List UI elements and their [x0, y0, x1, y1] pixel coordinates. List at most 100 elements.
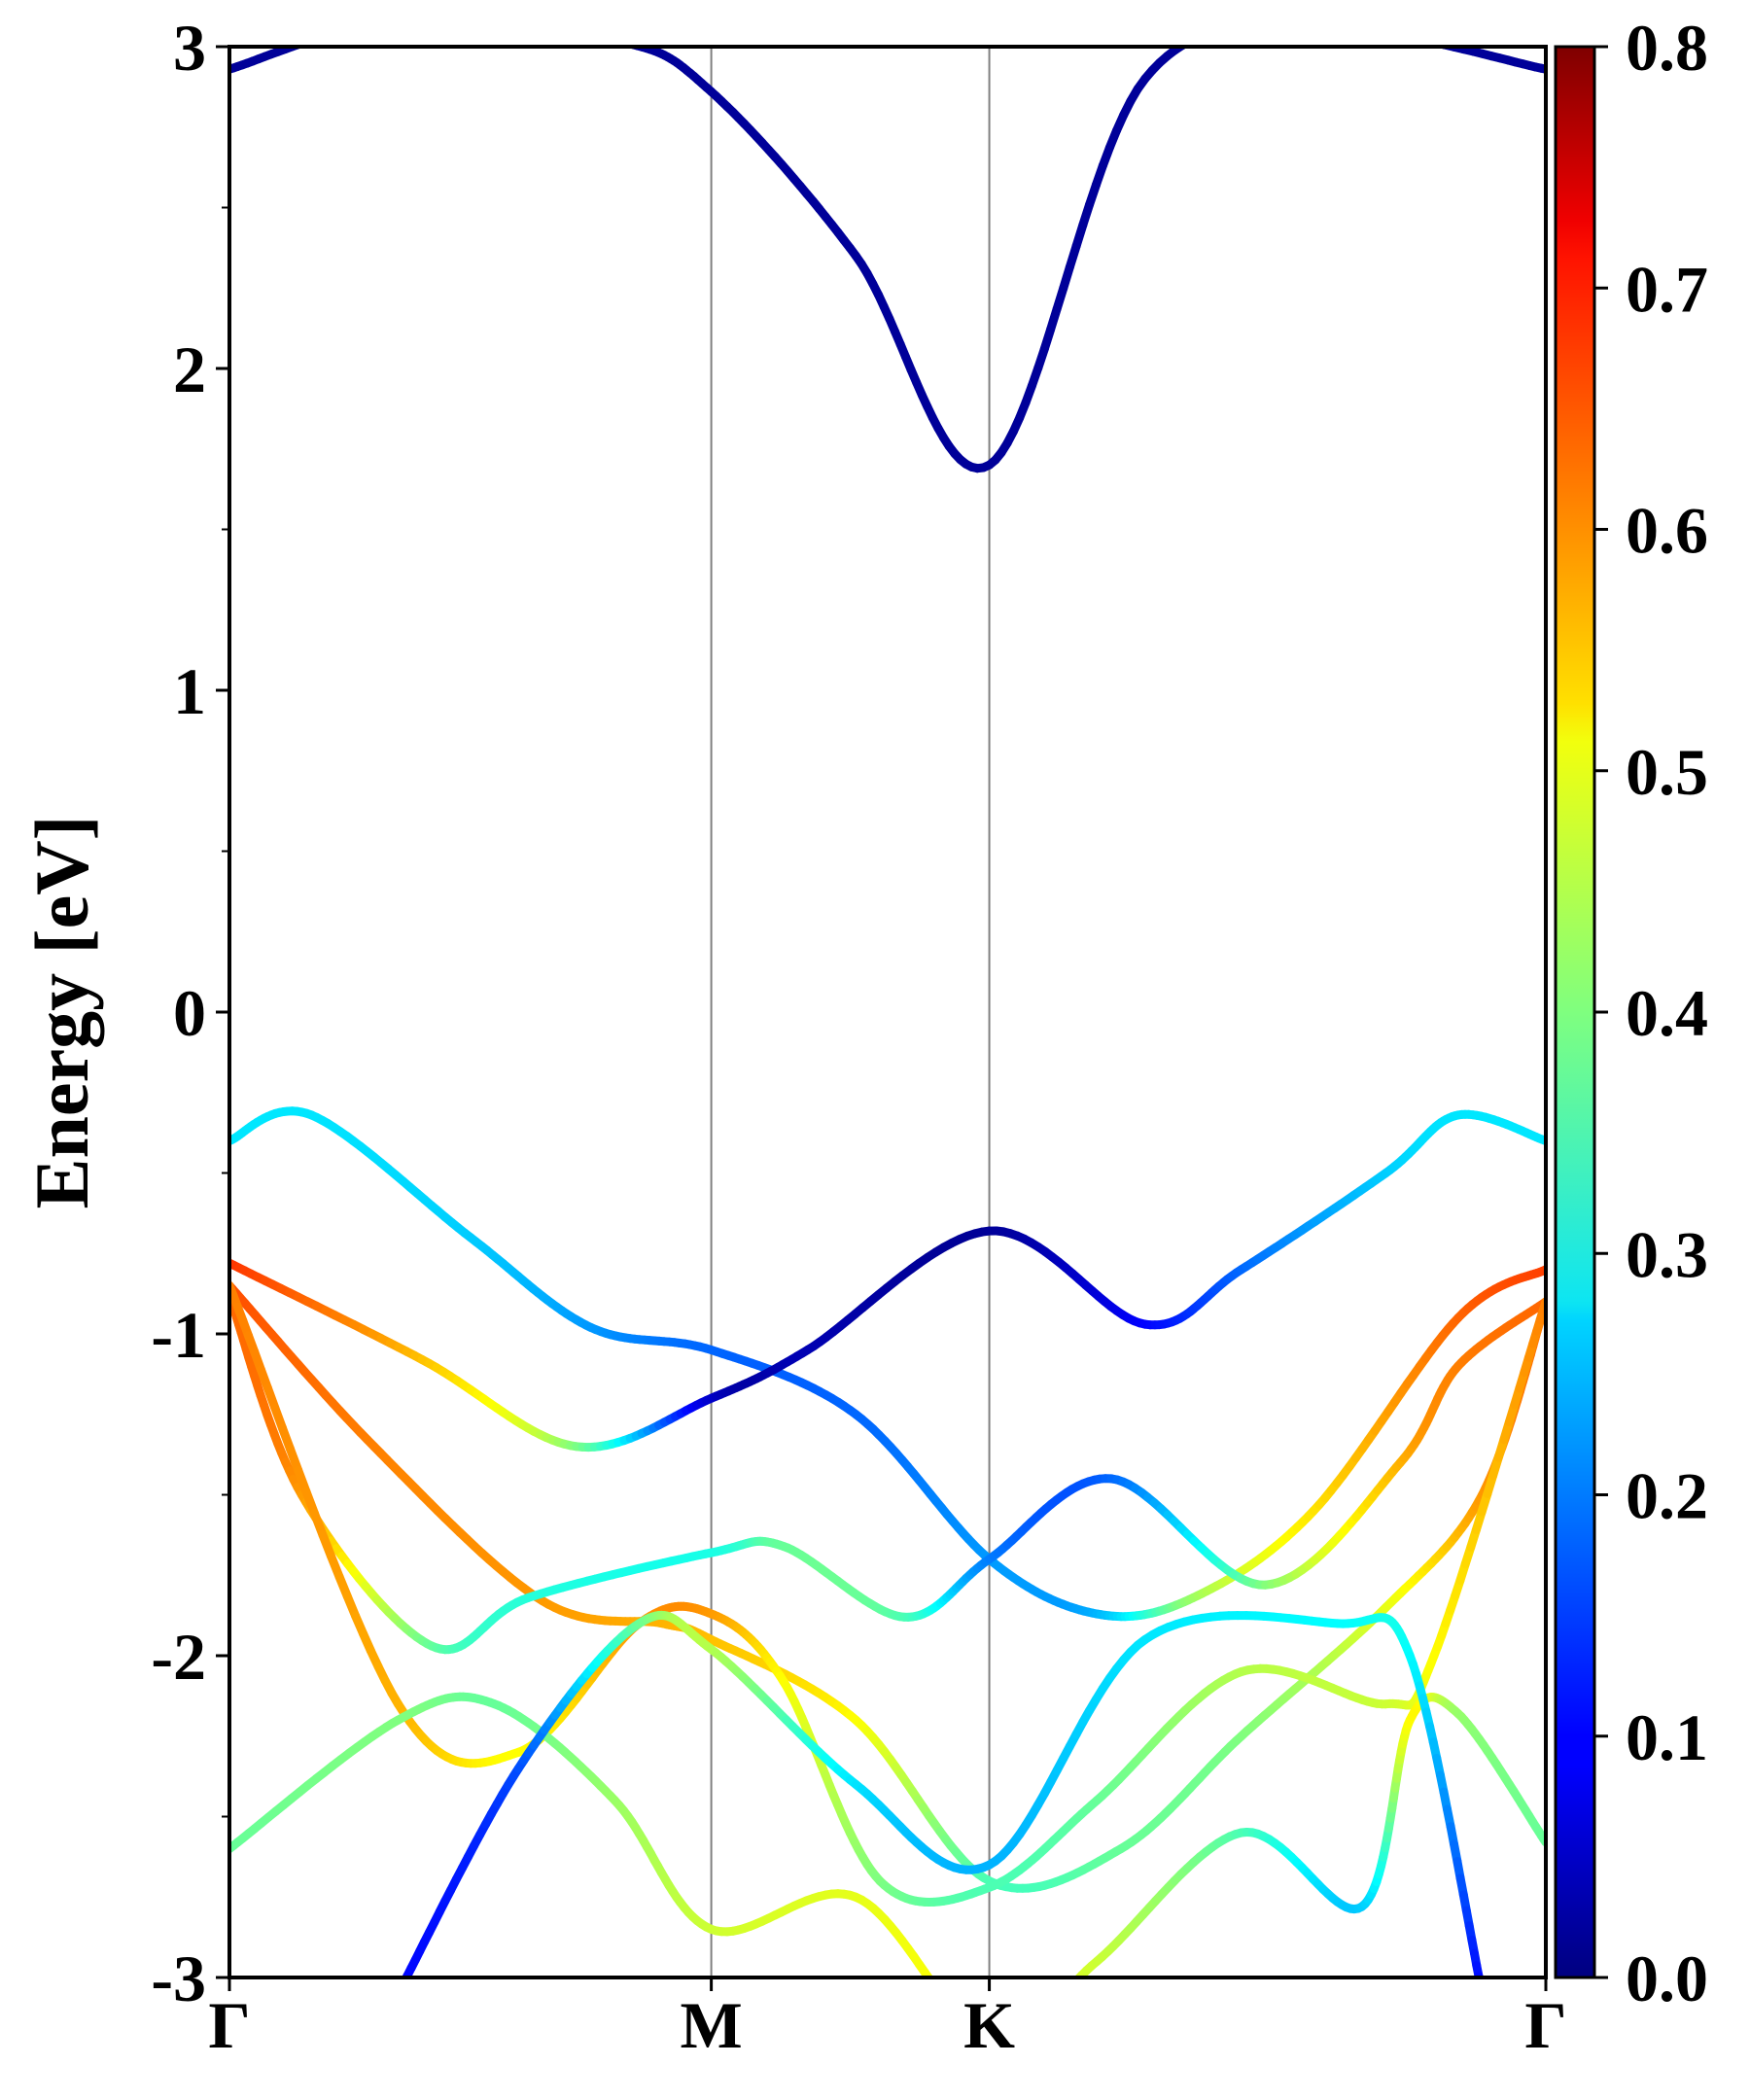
band-segment: [1355, 31, 1365, 32]
band-segment: [399, 20, 406, 21]
band-segment: [1177, 47, 1189, 50]
plot-area: -3 -2 -1 0 1 2 3 Γ M K Γ: [151, 11, 1566, 2062]
band-segment: [511, 24, 521, 25]
colorbar-gradient: [1554, 45, 1596, 1979]
band-segment: [1017, 2037, 1021, 2040]
band-segment: [1073, 1976, 1081, 1978]
x-tick-label-K: K: [963, 1988, 1015, 2062]
band-2: [229, 1106, 1546, 1622]
band-7: [229, 1692, 1546, 2040]
band-segment: [1238, 27, 1245, 28]
band-segment: [1481, 1986, 1483, 1994]
band-segment: [568, 32, 577, 33]
band-segment: [1042, 2014, 1046, 2019]
y-tick-label: 3: [173, 11, 206, 85]
colorbar-tick-label: 0.5: [1626, 735, 1708, 809]
band-segment: [531, 26, 541, 27]
band-segment: [936, 1988, 942, 1996]
y-tick-label: -2: [151, 1620, 206, 1694]
band-segment: [1064, 1990, 1068, 1995]
band-segment: [1383, 34, 1393, 35]
colorbar-tick-label: 0.8: [1626, 11, 1708, 85]
band-segment: [1432, 47, 1436, 48]
band-segment: [927, 1976, 934, 1978]
y-tick-label: -1: [151, 1298, 206, 1372]
band-segment: [1296, 29, 1305, 30]
band-segment: [593, 36, 601, 38]
colorbar-tick-label: 0.3: [1626, 1217, 1708, 1291]
band-segment: [390, 21, 398, 22]
band-segment: [958, 2017, 963, 2023]
colorbar-tick-label: 0.0: [1626, 1942, 1708, 2015]
band-segment: [953, 2011, 959, 2017]
band-segment: [541, 28, 550, 29]
band-segment: [462, 20, 472, 21]
band-segment: [609, 39, 615, 41]
band-segment: [1214, 30, 1222, 32]
band-segment: [942, 1996, 948, 2004]
y-tick-label: 2: [173, 332, 206, 406]
x-tick-label-Γ: Γ: [1524, 1988, 1566, 2062]
band-segment: [622, 47, 630, 48]
colorbar-tick-label: 0.1: [1626, 1700, 1708, 1774]
y-tick-label: 1: [173, 654, 206, 728]
band-6: [229, 1280, 1546, 1907]
band-8: [399, 1610, 1484, 1994]
band-segment: [316, 36, 324, 39]
y-tick-label: -3: [151, 1942, 206, 2015]
band-segment: [324, 34, 332, 36]
band-segment: [472, 21, 481, 22]
band-segment: [1393, 35, 1403, 37]
band-3: [229, 1109, 1546, 1452]
band-segment: [1068, 1985, 1072, 1990]
x-tick-label-Γ: Γ: [208, 1988, 250, 2062]
plot-background: [229, 47, 1546, 1978]
colorbar-tick-label: 0.7: [1626, 252, 1708, 326]
band-segment: [1305, 30, 1313, 31]
band-segment: [550, 29, 560, 30]
band-segment: [615, 40, 621, 42]
band-segment: [521, 25, 531, 26]
colorbar-tick-label: 0.6: [1626, 494, 1708, 568]
y-tick-label: 0: [173, 976, 206, 1050]
band-segment: [1230, 28, 1238, 29]
band-segment: [947, 2004, 953, 2011]
band-segment: [1414, 39, 1423, 41]
band-segment: [491, 22, 501, 23]
band-segment: [1055, 2000, 1059, 2005]
band-segment: [1198, 35, 1206, 38]
band-segment: [1222, 29, 1230, 30]
band-segment: [357, 25, 366, 27]
band-segment: [1038, 2018, 1042, 2022]
high-symmetry-lines: [710, 47, 991, 1978]
band-segment: [366, 24, 374, 26]
band-segment: [382, 21, 390, 22]
band-segment: [577, 33, 585, 34]
colorbar: 0.0 0.1 0.2 0.3 0.4 0.5 0.6 0.7 0.8: [1554, 11, 1708, 2015]
y-axis-ticks: -3 -2 -1 0 1 2 3: [151, 11, 229, 2015]
band-segment: [1059, 1995, 1064, 2000]
band-segment: [1030, 2027, 1033, 2031]
band-segment: [1051, 2005, 1055, 2010]
band-segment: [349, 27, 358, 29]
colorbar-tick-label: 0.2: [1626, 1459, 1708, 1533]
colorbar-ticks: 0.0 0.1 0.2 0.3 0.4 0.5 0.6 0.7 0.8: [1594, 11, 1708, 2015]
band-segment: [1190, 38, 1198, 42]
band-segment: [1287, 28, 1296, 29]
bands: [229, 20, 1546, 2040]
band-segment: [297, 47, 306, 49]
colorbar-tick-label: 0.4: [1626, 976, 1708, 1050]
band-segment: [1432, 47, 1449, 50]
band-segment: [559, 30, 568, 31]
band-segment: [481, 21, 491, 22]
band-segment: [399, 1988, 402, 1993]
band-segment: [1022, 2034, 1026, 2037]
band-segment: [308, 39, 316, 42]
band-segment: [1206, 32, 1213, 34]
band-segment: [401, 1982, 403, 1988]
band-segment: [1374, 32, 1383, 33]
x-tick-label-M: M: [681, 1988, 743, 2062]
band-segment: [1026, 2030, 1030, 2033]
